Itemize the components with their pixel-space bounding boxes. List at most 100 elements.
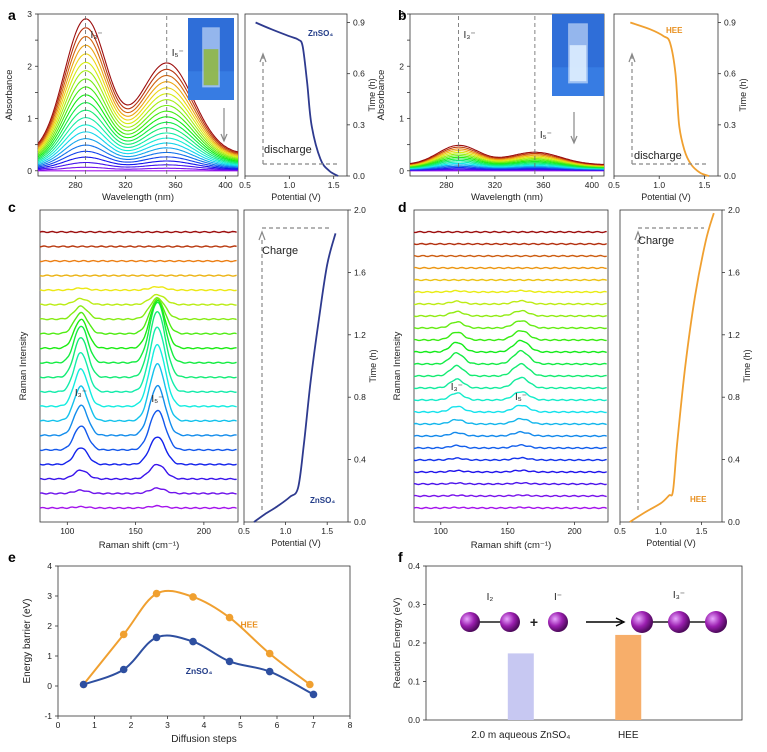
e-point-1 xyxy=(309,690,318,699)
a-uv-spectrum xyxy=(37,53,239,157)
e-xtick-label: 6 xyxy=(275,720,280,730)
d-time-legend: HEE xyxy=(690,495,707,504)
a-uv-ylabel: Absorbance xyxy=(4,70,15,121)
b-uv-xtick-label: 360 xyxy=(536,180,550,190)
d-raman-spectrum xyxy=(413,391,607,402)
f-category-label: 2.0 m aqueous ZnSO₄ xyxy=(471,730,570,741)
b-photo-inset xyxy=(552,14,604,96)
a-uv-spectrum xyxy=(37,44,239,156)
d-time-ytick-label: 2.0 xyxy=(728,205,740,215)
d-time-frame xyxy=(619,209,723,523)
d-raman-spectrum xyxy=(413,443,607,450)
b-time-xtick-label: 1.0 xyxy=(653,180,665,190)
a-trend-arrowhead xyxy=(220,133,228,143)
e-legend-znso4: ZnSO₄ xyxy=(186,666,213,676)
c-raman-spectrum xyxy=(39,301,237,364)
a-uv-spectrum xyxy=(37,78,239,160)
f-bar-1 xyxy=(615,634,642,720)
b-time-ylabel: Time (h) xyxy=(738,78,748,111)
d-time-ytick-label: 1.2 xyxy=(728,330,740,340)
b-uv-spectrum xyxy=(409,165,604,170)
b-uv-spectrum xyxy=(409,144,605,165)
c-raman-spectrum xyxy=(39,463,237,481)
e-ytick-label: 1 xyxy=(47,651,52,661)
a-time-xlabel: Potential (V) xyxy=(271,192,321,202)
a-uv-spectrum xyxy=(37,86,239,161)
d-raman-spectrum xyxy=(413,254,607,258)
d-raman-spectrum xyxy=(413,506,607,510)
f-reactant2-label: I⁻ xyxy=(554,592,562,603)
a-uv-spectrum xyxy=(37,161,239,171)
a-photo-inset-liquid xyxy=(203,49,219,86)
b-uv-spectrum xyxy=(409,161,604,169)
c-time-xtick-label: 1.5 xyxy=(321,526,333,536)
panel-label-c: c xyxy=(8,199,16,215)
a-time-annotation: discharge xyxy=(264,144,312,156)
d-raman-spectrum xyxy=(413,278,607,282)
c-time-ytick-label: 1.2 xyxy=(354,330,366,340)
b-time-ytick-label: 0.6 xyxy=(724,69,736,79)
a-uv-spectrum xyxy=(37,117,239,165)
b-uv-spectrum xyxy=(409,167,604,171)
f-product-label: I₃⁻ xyxy=(673,590,685,601)
a-time-xtick-label: 0.5 xyxy=(239,180,251,190)
panel-label-a: a xyxy=(8,7,16,23)
d-time-xlabel: Potential (V) xyxy=(646,538,696,548)
a-time-guide-arrowhead xyxy=(259,52,267,63)
e-point-1 xyxy=(152,633,161,642)
f-reaction-arrowhead xyxy=(615,617,626,627)
a-uv-xtick-label: 400 xyxy=(218,180,232,190)
c-raman-spectrum xyxy=(39,296,237,321)
f-category-label: HEE xyxy=(618,730,639,741)
c-raman-spectrum xyxy=(39,259,237,263)
f-ytick-label: 0.0 xyxy=(408,715,420,725)
a-uv-spectrum xyxy=(37,124,239,166)
b-uv-ytick-label: 3 xyxy=(399,9,404,19)
a-uv-peak-label: I₅⁻ xyxy=(172,48,184,59)
e-frame xyxy=(57,565,351,717)
b-time-frame xyxy=(613,13,719,177)
b-uv-xtick-label: 400 xyxy=(585,180,599,190)
panel-label-e: e xyxy=(8,549,16,565)
a-uv-xtick-label: 320 xyxy=(118,180,132,190)
f-atom xyxy=(460,612,480,632)
e-point-1 xyxy=(225,657,234,666)
c-raman-spectrum xyxy=(39,384,237,437)
a-time-xtick-label: 1.5 xyxy=(328,180,340,190)
d-raman-ylabel: Raman Intensity xyxy=(392,331,403,400)
b-time-ytick-label: 0.3 xyxy=(724,120,736,130)
c-raman-spectrum xyxy=(39,436,237,466)
b-uv-spectrum xyxy=(409,148,604,166)
c-time-xtick-label: 0.5 xyxy=(238,526,250,536)
f-atom xyxy=(705,611,727,633)
e-ytick-label: -1 xyxy=(44,711,52,721)
b-time-ytick-label: 0.0 xyxy=(724,171,736,181)
d-raman-spectrum xyxy=(413,339,607,354)
b-time-curve xyxy=(629,21,710,177)
f-atom xyxy=(548,612,568,632)
d-time-ytick-label: 0.4 xyxy=(728,455,740,465)
d-raman-spectrum xyxy=(413,309,607,318)
d-time-ytick-label: 0.0 xyxy=(728,517,740,527)
d-raman-spectrum xyxy=(413,242,607,246)
d-raman-xtick-label: 200 xyxy=(567,526,581,536)
c-raman-peak-label: I₃⁻ xyxy=(75,388,87,399)
b-time-xtick-label: 0.5 xyxy=(608,180,620,190)
f-atom xyxy=(631,611,653,633)
e-xtick-label: 4 xyxy=(202,720,207,730)
d-time-curve xyxy=(629,212,715,523)
a-time-xtick-label: 1.0 xyxy=(283,180,295,190)
a-time-ytick-label: 0.3 xyxy=(353,120,365,130)
b-trend-arrow-head xyxy=(570,135,578,145)
b-uv-spectrum xyxy=(409,156,605,168)
f-ytick-label: 0.4 xyxy=(408,561,420,571)
d-raman-frame xyxy=(413,209,609,523)
a-uv-spectrum xyxy=(37,131,239,167)
b-time-guide-arrowhead xyxy=(628,52,636,63)
a-uv-frame xyxy=(37,13,239,177)
b-uv-ytick-label: 1 xyxy=(399,114,404,124)
f-atom xyxy=(668,611,690,633)
c-raman-spectrum xyxy=(39,245,237,248)
f-frame xyxy=(425,565,743,721)
